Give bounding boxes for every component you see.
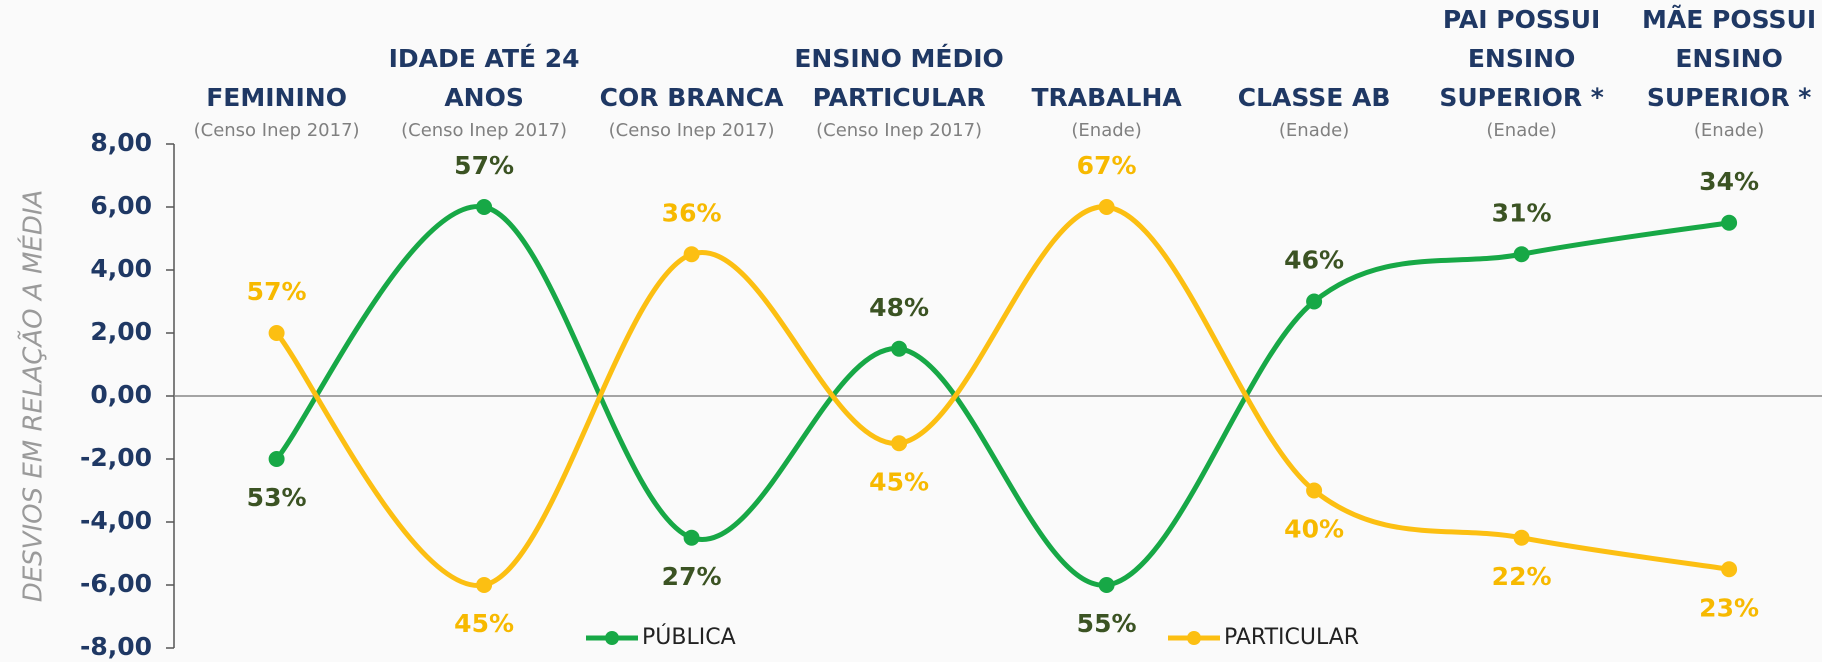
data-point [683,529,700,546]
y-tick-label: 8,00 [90,128,152,157]
y-tick-label: 0,00 [90,380,152,409]
legend-label: PARTICULAR [1224,625,1359,650]
category-label: MÃE POSSUI ENSINO SUPERIOR * [1642,5,1817,112]
data-label: 53% [247,483,307,512]
data-point [1513,246,1530,263]
legend-marker [605,631,619,645]
data-label: 22% [1492,562,1552,591]
data-point [268,451,285,467]
data-label: 27% [662,562,722,591]
category-source: (Censo Inep 2017) [608,120,775,141]
category-source: (Censo Inep 2017) [401,120,568,141]
data-label: 67% [1077,151,1137,180]
data-point [683,246,700,263]
data-point [268,325,285,341]
category-label: ENSINO MÉDIO PARTICULAR [794,44,1004,112]
data-label: 34% [1699,167,1759,196]
data-label: 46% [1284,246,1344,275]
y-tick-label: -4,00 [80,506,152,535]
y-tick-label: -8,00 [80,632,152,661]
y-tick-label: 4,00 [90,254,152,283]
category-label: TRABALHA [1031,83,1182,112]
category-label: PAI POSSUI ENSINO SUPERIOR * [1439,5,1604,112]
series-line [274,204,1730,588]
data-point [1306,482,1323,499]
y-tick-label: -2,00 [80,443,152,472]
category-source: (Enade) [1693,120,1765,141]
category-label: FEMININO [206,83,347,112]
data-label: 31% [1492,198,1552,227]
data-point [1721,561,1738,578]
data-point [1721,214,1738,231]
data-label: 45% [454,609,514,638]
category-source: (Censo Inep 2017) [816,120,983,141]
category-source: (Enade) [1486,120,1557,141]
data-point [476,199,493,215]
category-source: (Enade) [1278,120,1350,141]
category-label: CLASSE AB [1237,83,1391,112]
category-source: (Enade) [1071,120,1142,141]
category-label: COR BRANCA [599,83,784,112]
data-label: 45% [869,467,929,496]
data-label: 40% [1284,515,1344,544]
data-label: 23% [1699,593,1759,622]
data-label: 55% [1077,609,1137,638]
y-tick-label: 6,00 [90,191,152,220]
data-label: 57% [247,277,307,306]
legend-marker [1187,631,1201,645]
data-point [476,577,493,593]
data-label: 36% [662,198,722,227]
data-point [891,340,908,357]
legend-label: PÚBLICA [642,624,736,650]
data-point [891,435,908,452]
y-tick-label: -6,00 [80,569,152,598]
data-point [1306,293,1323,310]
data-label: 48% [869,293,929,322]
data-label: 57% [454,151,514,180]
series-line [274,204,1730,588]
category-label: IDADE ATÉ 24 ANOS [388,44,580,112]
y-tick-label: 2,00 [90,317,152,346]
data-point [1098,577,1115,593]
data-point [1098,199,1115,215]
y-axis-label: DESVIOS EM RELAÇÃO A MÉDIA [17,190,49,603]
category-source: (Censo Inep 2017) [193,120,360,141]
data-point [1513,529,1530,546]
